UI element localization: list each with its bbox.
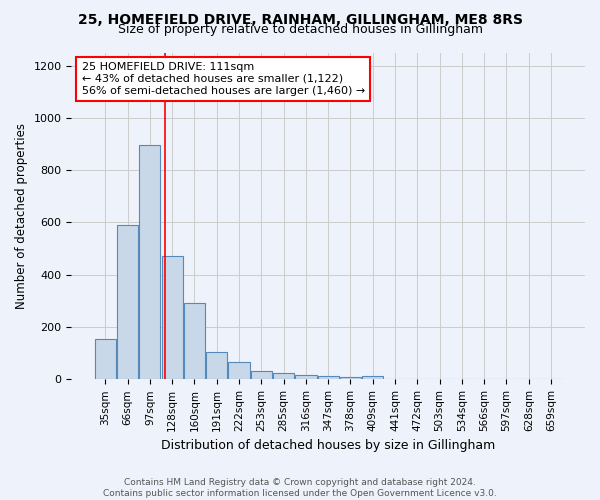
Bar (161, 256, 183, 380)
Text: Contains HM Land Registry data © Crown copyright and database right 2024.
Contai: Contains HM Land Registry data © Crown c… (103, 478, 497, 498)
Text: 25 HOMEFIELD DRIVE: 111sqm
← 43% of detached houses are smaller (1,122)
56% of s: 25 HOMEFIELD DRIVE: 111sqm ← 43% of deta… (82, 62, 365, 96)
Bar (295, 374, 317, 380)
Bar (229, 362, 250, 380)
Bar (117, 225, 138, 380)
Bar (95, 339, 116, 380)
Text: Size of property relative to detached houses in Gillingham: Size of property relative to detached ho… (118, 24, 482, 36)
Text: 25, HOMEFIELD DRIVE, RAINHAM, GILLINGHAM, ME8 8RS: 25, HOMEFIELD DRIVE, RAINHAM, GILLINGHAM… (77, 12, 523, 26)
Bar (184, 304, 205, 380)
Bar (139, 146, 160, 380)
Bar (251, 372, 272, 380)
Bar (273, 373, 294, 380)
Y-axis label: Number of detached properties: Number of detached properties (15, 123, 28, 309)
X-axis label: Distribution of detached houses by size in Gillingham: Distribution of detached houses by size … (161, 440, 496, 452)
Bar (362, 376, 383, 380)
Bar (340, 376, 361, 380)
Bar (317, 376, 339, 380)
Bar (206, 352, 227, 380)
